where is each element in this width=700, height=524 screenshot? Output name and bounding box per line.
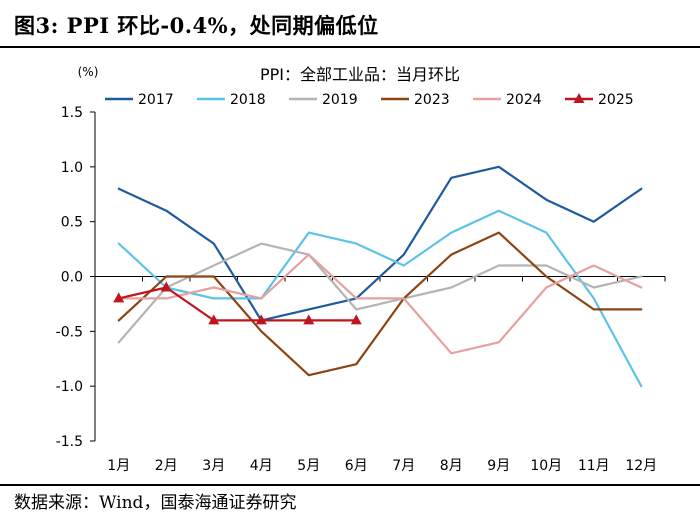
legend: 2017 2018 2019 2023 2024 2025 bbox=[105, 92, 634, 108]
series-line-2018 bbox=[117, 209, 643, 388]
y-tick-label: -1.5 bbox=[56, 434, 83, 450]
y-tick-label: -0.5 bbox=[56, 324, 83, 340]
x-tick-label: 6月 bbox=[345, 458, 368, 474]
axes: 1.5 1.0 0.5 0.0 -0.5 -1.0 -1.5 1月 2月 3月 4月 5月 6月 7月 8月… bbox=[56, 105, 666, 474]
y-tick-label: 1.5 bbox=[61, 105, 83, 121]
source-rule bbox=[0, 484, 700, 486]
title-rule bbox=[0, 46, 700, 48]
data-point-2025 bbox=[160, 281, 172, 292]
series-line-2025 bbox=[117, 286, 358, 322]
y-tick-label: 0.0 bbox=[61, 270, 83, 286]
legend-marker-2025 bbox=[573, 93, 585, 103]
x-tick-label: 3月 bbox=[202, 458, 225, 474]
x-tick-label: 9月 bbox=[487, 458, 510, 474]
legend-label-2023: 2023 bbox=[414, 92, 450, 108]
y-tick-label: 0.5 bbox=[61, 215, 83, 231]
legend-label-2017: 2017 bbox=[138, 92, 174, 108]
figure-title: 图3: PPI 环比-0.4%，处同期偏低位 bbox=[14, 13, 379, 38]
x-tick-label: 2月 bbox=[155, 458, 178, 474]
x-tick-label: 8月 bbox=[440, 458, 463, 474]
data-point-2025 bbox=[208, 314, 220, 325]
series-line-2023 bbox=[117, 231, 643, 377]
x-tick-label: 11月 bbox=[578, 458, 610, 474]
x-tick-label: 5月 bbox=[297, 458, 320, 474]
line-chart: PPI：全部工业品：当月环比 (%) 2017 2018 2019 2023 2024 2… bbox=[56, 65, 666, 474]
series-line-2019 bbox=[117, 242, 643, 344]
x-tick-label: 10月 bbox=[530, 458, 562, 474]
series-group bbox=[113, 165, 643, 388]
data-point-2025 bbox=[113, 292, 125, 303]
x-tick-label: 1月 bbox=[107, 458, 130, 474]
legend-label-2018: 2018 bbox=[230, 92, 266, 108]
series-line-2024 bbox=[117, 253, 643, 355]
x-tick-label: 12月 bbox=[625, 458, 657, 474]
x-tick-label: 7月 bbox=[392, 458, 415, 474]
y-tick-label: 1.0 bbox=[61, 160, 83, 176]
data-point-2025 bbox=[303, 314, 315, 325]
y-tick-label: -1.0 bbox=[56, 379, 83, 395]
legend-label-2024: 2024 bbox=[506, 92, 542, 108]
data-point-2025 bbox=[350, 314, 362, 325]
source-note: 数据来源：Wind，国泰海通证券研究 bbox=[14, 493, 297, 513]
legend-label-2025: 2025 bbox=[598, 92, 634, 108]
y-unit-label: (%) bbox=[78, 65, 99, 79]
x-tick-label: 4月 bbox=[250, 458, 273, 474]
data-point-2025 bbox=[255, 314, 267, 325]
legend-label-2019: 2019 bbox=[322, 92, 358, 108]
chart-title: PPI：全部工业品：当月环比 bbox=[260, 65, 460, 84]
series-line-2017 bbox=[117, 165, 643, 322]
